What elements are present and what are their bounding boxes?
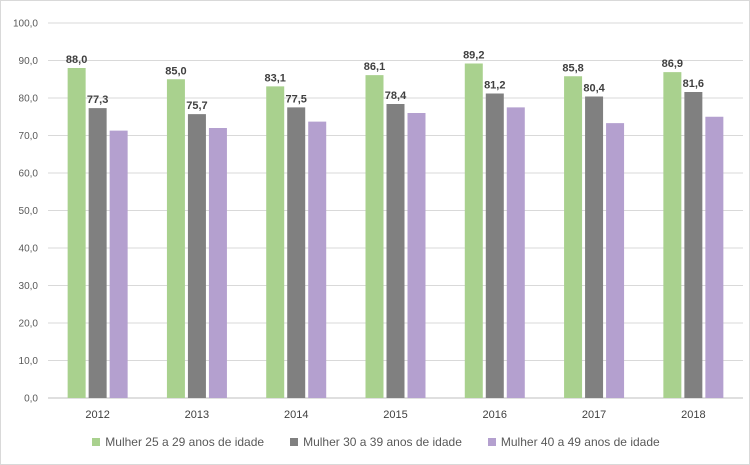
data-label: 83,1: [265, 72, 286, 84]
bars: [67, 63, 724, 398]
y-axis-ticks: 0,0 10,0 20,0 30,0 40,0 50,0 60,0 70,0 80,0 90,0 1…: [13, 19, 38, 405]
bar: [308, 121, 327, 398]
y-tick-label: 20,0: [19, 319, 39, 330]
bar: [684, 92, 703, 398]
data-label: 89,2: [463, 50, 484, 62]
bar: [287, 107, 306, 398]
data-label: 77,5: [286, 93, 307, 105]
legend-item: Mulher 25 a 29 anos de idade: [92, 435, 264, 449]
x-tick-label: 2012: [85, 409, 109, 421]
legend-label: Mulher 30 a 39 anos de idade: [303, 435, 462, 449]
data-label: 80,4: [583, 83, 605, 95]
data-label: 86,1: [364, 61, 385, 73]
legend-swatch: [290, 438, 299, 446]
bar-chart: 0,0 10,0 20,0 30,0 40,0 50,0 60,0 70,0 80,0 90,0 1…: [13, 19, 743, 421]
legend-swatch: [487, 438, 496, 446]
bar: [606, 123, 625, 398]
bar: [663, 72, 682, 398]
bar: [585, 96, 604, 398]
y-tick-label: 80,0: [19, 94, 39, 105]
bar: [564, 76, 583, 398]
bar: [464, 63, 483, 398]
data-label: 81,6: [683, 78, 704, 90]
legend-item: Mulher 40 a 49 anos de idade: [487, 435, 660, 449]
bar: [485, 93, 504, 398]
data-labels: 88,0 77,3 85,0 75,7 83,177,5 86,1 78,4 89,2 81,2…: [66, 50, 704, 113]
bar: [67, 68, 86, 398]
legend-item: Mulher 30 a 39 anos de idade: [290, 435, 462, 449]
legend: Mulher 25 a 29 anos de idade Mulher 30 a …: [1, 435, 750, 449]
x-tick-label: 2017: [582, 409, 606, 421]
data-label: 81,2: [484, 80, 505, 92]
data-label: 86,9: [662, 58, 683, 70]
data-label: 85,0: [165, 65, 186, 77]
bar: [166, 79, 185, 398]
bar: [187, 114, 206, 398]
bar: [506, 107, 525, 398]
data-label: 78,4: [385, 90, 407, 102]
x-tick-label: 2014: [284, 409, 308, 421]
data-label: 85,8: [562, 62, 583, 74]
data-label: 77,3: [87, 94, 108, 106]
bar: [365, 75, 384, 398]
y-tick-label: 30,0: [19, 281, 39, 292]
y-tick-label: 90,0: [19, 56, 39, 67]
bar: [109, 130, 128, 398]
y-tick-label: 70,0: [19, 131, 39, 142]
x-tick-label: 2018: [681, 409, 705, 421]
bar: [407, 113, 426, 398]
legend-label: Mulher 25 a 29 anos de idade: [105, 435, 265, 449]
x-tick-label: 2013: [185, 409, 209, 421]
y-tick-label: 40,0: [19, 244, 39, 255]
bar: [705, 116, 724, 398]
bar: [88, 108, 107, 398]
legend-swatch: [92, 438, 101, 446]
x-tick-label: 2016: [483, 409, 507, 421]
y-tick-label: 100,0: [13, 19, 38, 30]
x-tick-label: 2015: [383, 409, 407, 421]
bar: [386, 104, 405, 398]
data-label: 75,7: [186, 100, 207, 112]
data-label: 88,0: [66, 54, 87, 66]
y-tick-label: 60,0: [19, 169, 39, 180]
legend-label: Mulher 40 a 49 anos de idade: [500, 435, 660, 449]
y-tick-label: 0,0: [24, 394, 38, 405]
bar: [208, 128, 227, 398]
y-tick-label: 50,0: [19, 206, 39, 217]
x-axis-ticks: 2012 2013 2014 2015 2016 2017 2018: [85, 409, 705, 421]
bar: [266, 86, 285, 398]
y-tick-label: 10,0: [19, 356, 39, 367]
